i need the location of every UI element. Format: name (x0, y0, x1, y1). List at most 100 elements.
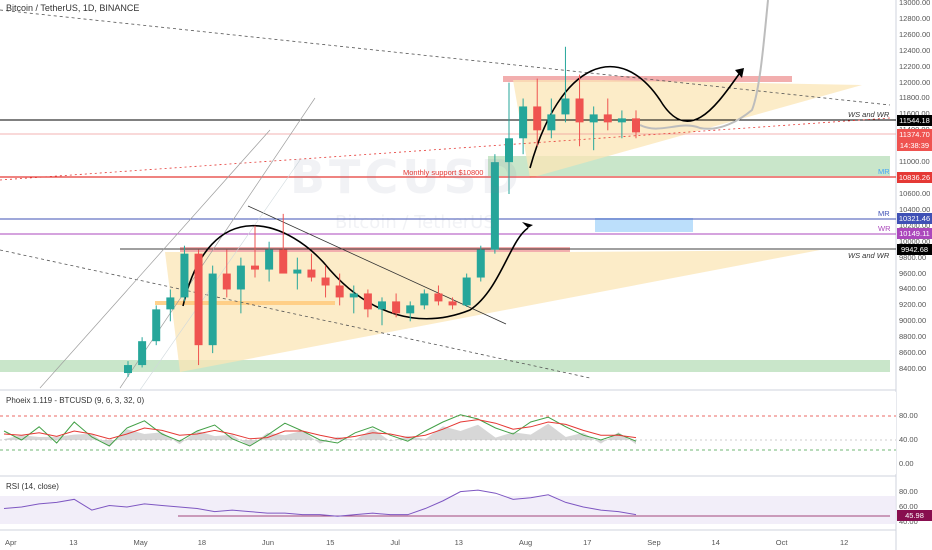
candle (617, 118, 626, 123)
price-tick: 11600.00 (899, 109, 930, 119)
phoeix-band (4, 423, 636, 447)
main-pane (0, 0, 896, 390)
price-tick: 13000.00 (899, 0, 931, 7)
price-tick: 11000.00 (899, 157, 930, 167)
rsi-title: RSI (14, close) (6, 482, 59, 491)
candle (194, 253, 203, 346)
price-tag-10836: 10836.26 (897, 172, 932, 183)
phoeix-tick: 0.00 (899, 459, 914, 468)
rsi-band (0, 496, 896, 524)
price-tag-11374: 11374.70 (897, 129, 932, 140)
wr-label: WR (878, 224, 891, 233)
time-tick: May (133, 538, 148, 547)
candle (462, 277, 471, 306)
candle (335, 285, 344, 298)
time-tick: 12 (840, 538, 849, 547)
projection-path (639, 0, 769, 130)
candle (533, 106, 542, 131)
phoeix-tick: 80.00 (899, 411, 918, 420)
phoeix-fast-line (3, 414, 637, 447)
candle (392, 301, 401, 314)
price-tick: 9400.00 (899, 284, 927, 294)
rsi-line (3, 489, 637, 517)
candle (603, 114, 612, 123)
price-tag-10149: 10149.11 (897, 228, 932, 239)
resistance-zone-low (180, 247, 570, 252)
cup-curve-high (529, 65, 743, 169)
candle (251, 265, 259, 270)
candle (448, 301, 457, 306)
price-tag-9942: 9942.68 (897, 244, 932, 255)
price-tick: 9200.00 (899, 300, 927, 310)
wedge-pattern-high (513, 80, 862, 178)
candle (547, 114, 556, 131)
watermark-symbol: BTCUSD (290, 150, 523, 204)
channel-line-3 (139, 159, 301, 391)
rsi-tick: 60.00 (899, 502, 918, 511)
time-tick: 14 (711, 538, 720, 547)
rsi-value-tag: 45.98 (897, 510, 932, 521)
phoeix-slow-line (3, 419, 637, 440)
price-tick: 10000.00 (899, 236, 931, 246)
mid-band (155, 301, 335, 305)
candle (378, 301, 386, 310)
countdown-tag: 14:38:39 (897, 140, 932, 151)
channel-line-2 (39, 129, 271, 389)
time-tick: 15 (326, 538, 335, 547)
phoeix-tick: 40.00 (899, 435, 918, 444)
ws-wr-label-bottom: WS and WR (848, 251, 890, 260)
candle (476, 249, 485, 278)
candle (236, 265, 245, 290)
candle (561, 98, 570, 115)
candle (589, 114, 598, 123)
price-tick: 10600.00 (899, 188, 931, 198)
candle (632, 118, 640, 133)
candle (505, 138, 513, 163)
rising-dotted-line (0, 117, 891, 181)
time-tick: Jul (390, 538, 400, 547)
support-zone-low (0, 360, 890, 372)
price-tick: 9600.00 (899, 268, 927, 278)
time-tick: 13 (454, 538, 463, 547)
candle (124, 365, 132, 374)
price-tick: 12000.00 (899, 77, 931, 87)
candle (166, 297, 175, 310)
time-tick: Apr (5, 538, 17, 547)
price-tick: 11800.00 (899, 93, 930, 103)
price-tick: 12200.00 (899, 61, 931, 71)
candle (208, 273, 217, 346)
price-tag-10321: 10321.46 (897, 213, 932, 224)
mr-label-1: MR (878, 167, 890, 176)
rsi-indicator (3, 489, 637, 517)
mr-label-2: MR (878, 209, 890, 218)
candle (420, 293, 429, 306)
ws-wr-label-top: WS and WR (848, 110, 890, 119)
price-tick: 8800.00 (899, 332, 927, 342)
price-tick: 12800.00 (899, 13, 931, 23)
price-tick: 9000.00 (899, 316, 927, 326)
resistance-zone-high (503, 76, 792, 82)
candle (363, 293, 372, 310)
price-tick: 9800.00 (899, 252, 927, 262)
candle (307, 269, 316, 278)
candle (434, 293, 443, 302)
time-tick: Oct (775, 538, 788, 547)
phoeix-indicator (3, 414, 637, 447)
lower-trendline (0, 249, 591, 379)
price-tick: 8600.00 (899, 348, 927, 358)
watermark-name: Bitcoin / TetherUS (335, 212, 495, 233)
time-tick: Aug (518, 538, 533, 547)
candle (180, 253, 189, 298)
price-tick: 12600.00 (899, 29, 931, 39)
candle (222, 273, 231, 290)
candle (490, 162, 499, 250)
time-tick: 18 (197, 538, 207, 547)
rsi-tick: 80.00 (899, 486, 918, 496)
time-tick: Jun (261, 538, 275, 547)
rsi-tick: 40.00 (899, 517, 918, 527)
candle (519, 106, 528, 139)
candle (575, 98, 584, 123)
candle (349, 293, 358, 298)
chart-title: Bitcoin / TetherUS, 1D, BINANCE (6, 3, 140, 13)
